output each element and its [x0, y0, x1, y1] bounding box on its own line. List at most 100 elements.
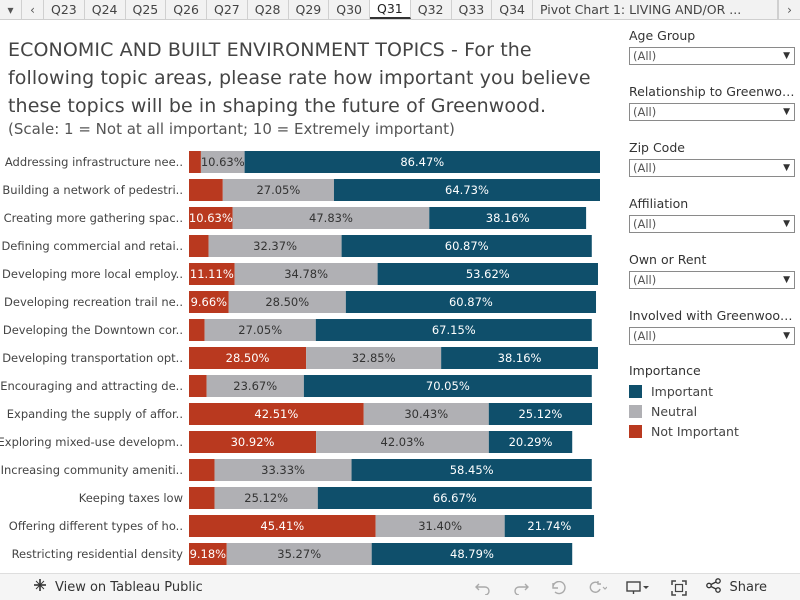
bar-segment-neutral[interactable]: [214, 487, 318, 509]
bar-segment-neutral[interactable]: [228, 291, 346, 313]
bar-segment-not-important[interactable]: [189, 207, 233, 229]
age-group-dropdown[interactable]: (All) ▼: [629, 47, 795, 65]
bar-segment-not-important[interactable]: [189, 459, 215, 481]
bar-segment-important[interactable]: [341, 235, 592, 257]
data-label: 28.50%: [265, 295, 309, 309]
bar-segment-important[interactable]: [371, 543, 573, 565]
legend-swatch: [629, 404, 642, 418]
bar-segment-important[interactable]: [488, 431, 573, 453]
tab-next-icon[interactable]: ›: [778, 0, 800, 19]
bar-segment-not-important[interactable]: [189, 263, 235, 285]
involved-dropdown[interactable]: (All) ▼: [629, 327, 795, 345]
bar-segment-neutral[interactable]: [316, 431, 489, 453]
bar-segment-important[interactable]: [333, 179, 600, 201]
bar-segment-important[interactable]: [317, 487, 592, 509]
chevron-down-icon: ▼: [783, 107, 790, 117]
tab-q32[interactable]: Q32: [411, 0, 452, 19]
category-label: Offering different types of ho..: [9, 519, 183, 533]
bar-segment-important[interactable]: [244, 151, 600, 173]
share-icon: [706, 578, 722, 597]
tab-pivot-chart-1[interactable]: Pivot Chart 1: LIVING AND/OR ...: [533, 0, 778, 19]
tab-q30[interactable]: Q30: [329, 0, 370, 19]
revert-icon[interactable]: [540, 580, 578, 595]
data-label: 60.87%: [445, 239, 489, 253]
bar-segment-neutral[interactable]: [375, 515, 505, 537]
data-label: 30.92%: [231, 435, 275, 449]
bar-segment-neutral[interactable]: [232, 207, 430, 229]
bar-segment-not-important[interactable]: [189, 515, 376, 537]
bar-segment-important[interactable]: [345, 291, 597, 313]
bar-segment-not-important[interactable]: [189, 179, 223, 201]
own-or-rent-dropdown[interactable]: (All) ▼: [629, 271, 795, 289]
data-label: 47.83%: [309, 211, 353, 225]
bar-segment-not-important[interactable]: [189, 403, 364, 425]
bar-segment-not-important[interactable]: [189, 319, 205, 341]
filter-zip-code: Zip Code (All) ▼: [629, 140, 795, 196]
bar-segment-important[interactable]: [315, 319, 592, 341]
bar-segment-important[interactable]: [504, 515, 595, 537]
category-label: Encouraging and attracting de..: [0, 379, 183, 393]
relationship-dropdown[interactable]: (All) ▼: [629, 103, 795, 121]
bar-segment-not-important[interactable]: [189, 431, 317, 453]
bar-segment-important[interactable]: [303, 375, 592, 397]
download-icon[interactable]: [616, 580, 660, 595]
fullscreen-icon[interactable]: [660, 579, 698, 596]
bar-segment-neutral[interactable]: [206, 375, 304, 397]
bar-segment-neutral[interactable]: [200, 151, 245, 173]
tab-q33[interactable]: Q33: [452, 0, 493, 19]
bar-segment-important[interactable]: [488, 403, 593, 425]
tab-q24[interactable]: Q24: [85, 0, 126, 19]
bar-segment-not-important[interactable]: [189, 235, 209, 257]
bar-segment-neutral[interactable]: [306, 347, 442, 369]
bar-segment-not-important[interactable]: [189, 291, 229, 313]
bottom-toolbar: View on Tableau Public Share: [0, 573, 800, 600]
bar-segment-important[interactable]: [377, 263, 598, 285]
bar-segment-neutral[interactable]: [208, 235, 342, 257]
category-label: Developing recreation trail ne..: [4, 295, 183, 309]
tab-q34[interactable]: Q34: [492, 0, 533, 19]
data-label: 38.16%: [498, 351, 542, 365]
redo-icon[interactable]: [502, 581, 540, 595]
category-label: Creating more gathering spac..: [4, 211, 183, 225]
legend-item-important[interactable]: Important: [629, 381, 795, 401]
tab-q29[interactable]: Q29: [289, 0, 330, 19]
legend-item-not-important[interactable]: Not Important: [629, 421, 795, 441]
chevron-down-icon: ▼: [783, 51, 790, 61]
bar-segment-neutral[interactable]: [204, 319, 316, 341]
bar-segment-neutral[interactable]: [222, 179, 334, 201]
filter-label: Zip Code: [629, 140, 685, 155]
bar-segment-not-important[interactable]: [189, 347, 307, 369]
tab-q25[interactable]: Q25: [126, 0, 167, 19]
tab-q26[interactable]: Q26: [166, 0, 207, 19]
refresh-icon[interactable]: [578, 580, 616, 595]
bar-segment-neutral[interactable]: [363, 403, 489, 425]
tab-q27[interactable]: Q27: [207, 0, 248, 19]
share-button[interactable]: Share: [698, 578, 800, 597]
undo-icon[interactable]: [464, 581, 502, 595]
bar-segment-not-important[interactable]: [189, 151, 201, 173]
bar-segment-important[interactable]: [351, 459, 592, 481]
bar-segment-important[interactable]: [441, 347, 598, 369]
view-on-tableau-public-link[interactable]: View on Tableau Public: [0, 578, 203, 596]
tab-menu-icon[interactable]: ▾: [0, 0, 22, 19]
bar-segment-neutral[interactable]: [234, 263, 378, 285]
page-title: ECONOMIC AND BUILT ENVIRONMENT TOPICS - …: [8, 39, 591, 117]
bar-segment-not-important[interactable]: [189, 375, 207, 397]
zip-code-dropdown[interactable]: (All) ▼: [629, 159, 795, 177]
tab-q23[interactable]: Q23: [44, 0, 85, 19]
bar-segment-important[interactable]: [429, 207, 587, 229]
data-label: 70.05%: [426, 379, 470, 393]
data-label: 30.43%: [404, 407, 448, 421]
affiliation-dropdown[interactable]: (All) ▼: [629, 215, 795, 233]
bar-segment-neutral[interactable]: [214, 459, 352, 481]
data-label: 66.67%: [433, 491, 477, 505]
category-label: Developing the Downtown cor..: [3, 323, 183, 337]
bar-segment-not-important[interactable]: [189, 487, 215, 509]
bar-segment-neutral[interactable]: [226, 543, 372, 565]
legend-item-neutral[interactable]: Neutral: [629, 401, 795, 421]
tab-q28[interactable]: Q28: [248, 0, 289, 19]
bar-segment-not-important[interactable]: [189, 543, 227, 565]
tab-q31[interactable]: Q31: [370, 0, 411, 19]
data-label: 32.37%: [253, 239, 297, 253]
tab-prev-icon[interactable]: ‹: [22, 0, 44, 19]
